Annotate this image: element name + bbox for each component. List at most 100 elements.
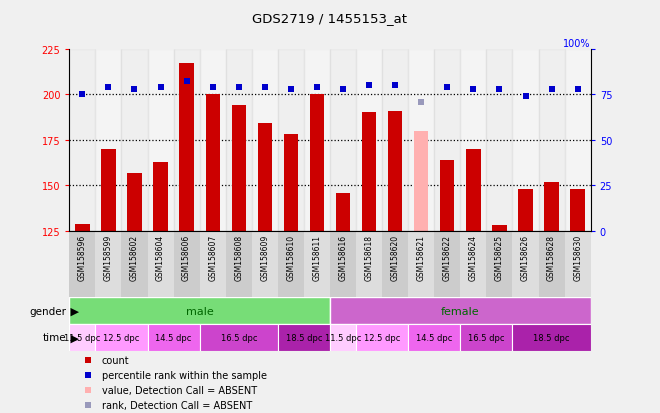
Text: GSM158621: GSM158621 <box>416 235 426 280</box>
Text: 16.5 dpc: 16.5 dpc <box>220 333 257 342</box>
Text: GSM158625: GSM158625 <box>495 235 504 280</box>
Text: 11.5 dpc: 11.5 dpc <box>325 333 361 342</box>
Bar <box>518 190 533 231</box>
Bar <box>434 231 461 297</box>
Bar <box>544 182 559 231</box>
Text: 16.5 dpc: 16.5 dpc <box>468 333 505 342</box>
Bar <box>75 224 90 231</box>
Text: GSM158616: GSM158616 <box>339 235 348 280</box>
Text: ▶: ▶ <box>67 306 79 316</box>
Text: female: female <box>441 306 480 316</box>
Bar <box>356 324 408 351</box>
Bar <box>284 135 298 231</box>
Text: GSM158628: GSM158628 <box>547 235 556 280</box>
Bar <box>257 124 272 231</box>
Text: GSM158611: GSM158611 <box>312 235 321 280</box>
Bar <box>466 150 480 231</box>
Bar <box>304 50 330 231</box>
Text: GSM158622: GSM158622 <box>443 235 452 280</box>
Text: gender: gender <box>29 306 66 316</box>
Bar <box>226 50 252 231</box>
Bar <box>174 231 200 297</box>
Bar <box>69 297 330 324</box>
Bar <box>148 231 174 297</box>
Bar <box>434 50 461 231</box>
Bar <box>96 231 121 297</box>
Bar <box>69 324 96 351</box>
Bar <box>226 231 252 297</box>
Bar <box>174 50 200 231</box>
Text: 11.5 dpc: 11.5 dpc <box>64 333 100 342</box>
Text: count: count <box>102 355 129 365</box>
Bar <box>356 50 382 231</box>
Bar <box>121 50 148 231</box>
Text: percentile rank within the sample: percentile rank within the sample <box>102 370 267 380</box>
Bar <box>304 231 330 297</box>
Bar <box>69 50 96 231</box>
Text: 12.5 dpc: 12.5 dpc <box>103 333 140 342</box>
Text: GSM158618: GSM158618 <box>364 235 374 280</box>
Bar <box>252 50 278 231</box>
Bar <box>539 231 565 297</box>
Bar <box>310 95 324 231</box>
Bar <box>362 113 376 231</box>
Text: GSM158596: GSM158596 <box>78 235 87 281</box>
Text: 14.5 dpc: 14.5 dpc <box>155 333 192 342</box>
Bar <box>486 50 513 231</box>
Text: rank, Detection Call = ABSENT: rank, Detection Call = ABSENT <box>102 400 252 410</box>
Bar <box>461 324 513 351</box>
Text: GSM158604: GSM158604 <box>156 235 165 281</box>
Bar <box>205 95 220 231</box>
Text: GSM158606: GSM158606 <box>182 235 191 281</box>
Bar <box>409 50 434 231</box>
Bar <box>330 50 356 231</box>
Bar <box>232 106 246 231</box>
Text: GDS2719 / 1455153_at: GDS2719 / 1455153_at <box>253 12 407 25</box>
Bar <box>96 324 148 351</box>
Bar <box>278 231 304 297</box>
Text: ▶: ▶ <box>67 332 79 343</box>
Bar <box>461 50 486 231</box>
Bar <box>69 231 96 297</box>
Bar <box>336 193 350 231</box>
Text: male: male <box>185 306 214 316</box>
Bar <box>388 112 403 231</box>
Text: time: time <box>42 332 66 343</box>
Text: GSM158624: GSM158624 <box>469 235 478 280</box>
Text: GSM158607: GSM158607 <box>208 235 217 281</box>
Bar <box>278 50 304 231</box>
Text: GSM158630: GSM158630 <box>573 235 582 281</box>
Bar <box>565 231 591 297</box>
Bar <box>513 324 591 351</box>
Bar <box>200 50 226 231</box>
Text: GSM158609: GSM158609 <box>260 235 269 281</box>
Text: 14.5 dpc: 14.5 dpc <box>416 333 453 342</box>
Text: 18.5 dpc: 18.5 dpc <box>533 333 570 342</box>
Bar <box>153 162 168 231</box>
Bar <box>382 50 409 231</box>
Bar <box>101 150 116 231</box>
Bar <box>486 231 513 297</box>
Text: value, Detection Call = ABSENT: value, Detection Call = ABSENT <box>102 385 257 395</box>
Bar <box>539 50 565 231</box>
Text: 12.5 dpc: 12.5 dpc <box>364 333 401 342</box>
Text: GSM158602: GSM158602 <box>130 235 139 280</box>
Text: GSM158626: GSM158626 <box>521 235 530 280</box>
Bar <box>513 231 539 297</box>
Bar <box>148 50 174 231</box>
Bar <box>121 231 148 297</box>
Bar <box>440 160 455 231</box>
Bar <box>148 324 200 351</box>
Text: 18.5 dpc: 18.5 dpc <box>286 333 322 342</box>
Bar <box>252 231 278 297</box>
Bar <box>356 231 382 297</box>
Text: GSM158608: GSM158608 <box>234 235 244 280</box>
Bar <box>409 231 434 297</box>
Bar <box>513 50 539 231</box>
Bar <box>570 190 585 231</box>
Bar <box>200 231 226 297</box>
Bar <box>330 324 356 351</box>
Bar <box>330 297 591 324</box>
Bar <box>409 324 461 351</box>
Bar <box>96 50 121 231</box>
